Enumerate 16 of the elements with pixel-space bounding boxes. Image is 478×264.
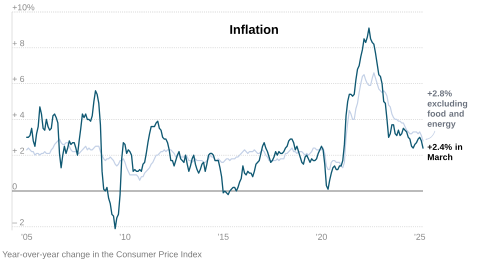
x-tick-label: ’20 <box>316 234 327 240</box>
y-tick-label: + 4 <box>12 112 24 118</box>
y-tick-label: 0 <box>12 183 17 190</box>
y-tick-label: + 6 <box>12 76 24 82</box>
text: Inflation <box>230 24 278 34</box>
x-tick-label: ’10 <box>120 234 130 240</box>
x-tick-label: ’15 <box>218 234 229 240</box>
y-tick-label: – 2 <box>12 219 24 226</box>
x-tick-label: ’25 <box>414 234 426 240</box>
text: Year-over-year change in the Consumer Price Index <box>2 250 202 260</box>
y-tick-label: + 8 <box>12 40 24 46</box>
y-tick-label: +10% <box>12 4 34 10</box>
annotation: +2.8% excluding food and energy <box>427 90 468 129</box>
x-tick-label: ’05 <box>22 234 32 240</box>
annotation: +2.4% in March <box>428 144 462 160</box>
y-tick-label: + 2 <box>12 148 24 154</box>
